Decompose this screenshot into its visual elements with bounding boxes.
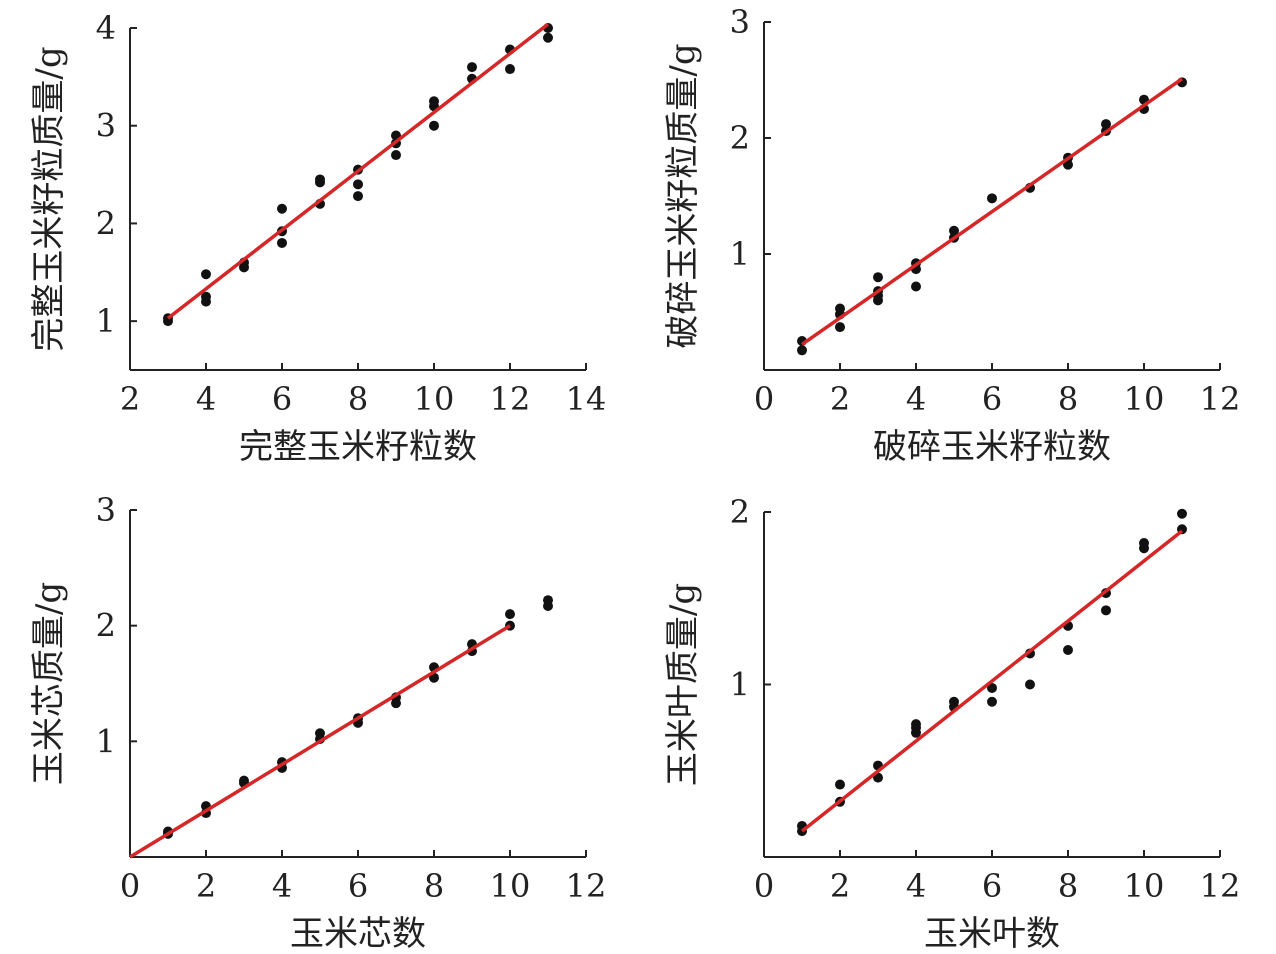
data-point	[429, 96, 439, 107]
x-tick-label: 10	[1124, 867, 1165, 905]
data-point	[1139, 538, 1149, 549]
x-tick-label: 4	[196, 380, 216, 418]
x-tick-label: 10	[1124, 380, 1165, 418]
data-point	[505, 64, 515, 75]
x-tick-label: 6	[982, 380, 1002, 418]
y-tick-label: 3	[96, 107, 116, 145]
fit-line	[166, 22, 550, 320]
y-axis-title: 玉米叶质量/g	[663, 583, 703, 786]
data-point	[315, 174, 325, 185]
x-tick-label: 8	[1058, 867, 1078, 905]
x-tick-label: 4	[906, 380, 926, 418]
y-tick-label: 1	[96, 722, 116, 760]
x-axis-title: 玉米芯数	[290, 914, 426, 954]
y-tick-label: 1	[730, 235, 750, 273]
x-tick-label: 8	[1058, 380, 1078, 418]
data-point	[987, 696, 997, 707]
y-tick-label: 2	[96, 204, 116, 242]
data-point	[353, 191, 363, 202]
data-point	[353, 179, 363, 190]
data-point	[1063, 645, 1073, 655]
data-point	[277, 203, 287, 214]
data-point	[1025, 679, 1035, 690]
x-tick-label: 2	[120, 380, 140, 418]
x-tick-label: 0	[754, 380, 774, 418]
x-tick-label: 8	[348, 380, 368, 418]
x-tick-label: 6	[982, 867, 1002, 905]
data-point	[201, 269, 211, 280]
x-axis-title: 玉米叶数	[924, 914, 1060, 954]
fit-line	[800, 77, 1184, 346]
data-point	[911, 281, 921, 292]
x-tick-label: 12	[1200, 380, 1241, 418]
x-tick-label: 8	[424, 867, 444, 905]
data-point	[1101, 119, 1111, 130]
x-tick-label: 14	[566, 380, 607, 418]
x-axis-title: 完整玉米籽粒数	[239, 427, 477, 467]
x-tick-label: 2	[830, 867, 850, 905]
x-tick-label: 12	[490, 380, 531, 418]
data-point	[797, 345, 807, 356]
y-tick-label: 1	[730, 666, 750, 704]
x-tick-label: 6	[348, 867, 368, 905]
x-tick-label: 0	[754, 867, 774, 905]
y-axis-title: 完整玉米籽粒质量/g	[29, 46, 69, 351]
data-point	[911, 719, 921, 730]
data-point	[315, 728, 325, 739]
x-tick-label: 0	[120, 867, 140, 905]
data-point	[391, 150, 401, 161]
data-point	[505, 609, 515, 620]
y-axis-title: 破碎玉米籽粒质量/g	[663, 43, 703, 348]
data-point	[949, 225, 959, 236]
data-point	[239, 775, 249, 786]
y-tick-label: 2	[96, 607, 116, 645]
x-tick-label: 12	[566, 867, 607, 905]
data-point	[873, 272, 883, 283]
y-tick-label: 1	[96, 302, 116, 340]
data-point	[1177, 508, 1187, 519]
data-point	[277, 237, 287, 248]
y-tick-label: 2	[730, 119, 750, 157]
x-tick-label: 10	[414, 380, 455, 418]
x-axis-title: 破碎玉米籽粒数	[873, 427, 1111, 467]
y-tick-label: 4	[96, 9, 116, 47]
x-tick-label: 4	[906, 867, 926, 905]
x-tick-label: 2	[196, 867, 216, 905]
x-tick-label: 4	[272, 867, 292, 905]
data-point	[467, 62, 477, 73]
fit-line	[129, 624, 511, 859]
data-point	[543, 595, 553, 606]
x-tick-label: 12	[1200, 867, 1241, 905]
data-point	[987, 682, 997, 693]
data-point	[429, 120, 439, 131]
y-tick-label: 3	[96, 491, 116, 529]
data-point	[835, 779, 845, 790]
data-point	[835, 303, 845, 314]
y-axis-title: 玉米芯质量/g	[29, 582, 69, 785]
x-tick-label: 2	[830, 380, 850, 418]
y-tick-label: 3	[730, 3, 750, 41]
fit-line	[800, 529, 1184, 833]
y-tick-label: 2	[730, 493, 750, 531]
data-point	[949, 696, 959, 707]
x-tick-label: 6	[272, 380, 292, 418]
data-point	[543, 32, 553, 43]
data-point	[987, 193, 997, 204]
data-point	[1101, 605, 1111, 616]
x-tick-label: 10	[490, 867, 531, 905]
data-point	[835, 322, 845, 333]
data-point	[201, 291, 211, 302]
